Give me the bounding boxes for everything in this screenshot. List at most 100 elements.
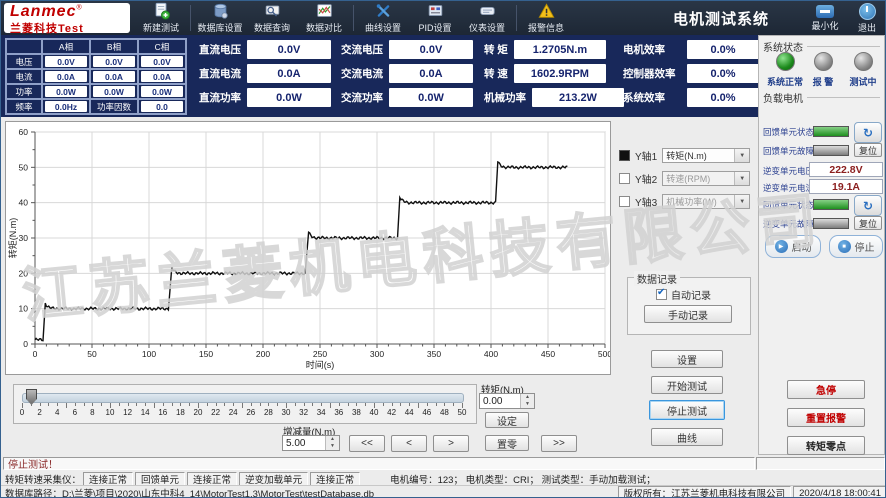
decrease-button[interactable]: < <box>391 435 427 452</box>
y3-checkbox[interactable] <box>619 196 630 207</box>
toolbar-label: 数据库设置 <box>197 23 243 33</box>
new-test-icon <box>155 2 170 20</box>
spinner-arrows-icon[interactable]: ▲ ▼ <box>520 394 534 408</box>
feedback-status-label: 回馈单元状态 <box>763 127 815 137</box>
reset-alarm-button[interactable]: 重置报警 <box>787 408 865 427</box>
torque-slider[interactable] <box>22 389 464 405</box>
datetime: 2020/4/18 18:00:41 <box>793 485 885 497</box>
inverter-current-value: 19.1A <box>809 179 883 194</box>
spinner-arrows-icon[interactable]: ▲ ▼ <box>325 436 339 450</box>
brand-reg: ® <box>76 4 82 12</box>
increase-button[interactable]: > <box>433 435 469 452</box>
data-record-title: 数据记录 <box>634 271 680 286</box>
toolbar-separator <box>190 5 191 31</box>
value: 0.0 <box>141 101 183 112</box>
curve-button[interactable]: 曲线 <box>651 428 723 446</box>
minimize-icon <box>816 5 834 18</box>
start-test-button[interactable]: 开始测试 <box>651 376 723 394</box>
dc-measurements: 直流电压 0.0V 直流电流 0.0A 直流功率 0.0W <box>199 40 331 107</box>
y2-select[interactable]: 转速(RPM) ▼ <box>662 171 751 186</box>
table-cell: 0.0W <box>42 84 90 99</box>
label: 交流电压 <box>341 44 383 56</box>
three-phase-table: A相 B相 C相 电压 0.0V 0.0V 0.0V 电流 0.0A 0.0A … <box>5 38 187 115</box>
toolbar-separator <box>516 5 517 31</box>
value: 0.0A <box>141 71 183 82</box>
torque-set-label: 转矩(N.m) <box>481 385 524 396</box>
emergency-stop-button[interactable]: 急停 <box>787 380 865 399</box>
start-button[interactable]: ▶ 启动 <box>765 235 821 258</box>
minimize-button[interactable]: 最小化 <box>807 3 843 34</box>
torque-zero-button[interactable]: 转矩零点 <box>787 436 865 455</box>
data-compare-icon <box>316 4 332 17</box>
step-input[interactable] <box>283 436 325 450</box>
toolbar-new-test[interactable]: 新建测试 <box>135 1 187 35</box>
motor-info: 电机编号：123； 电机类型：CRI； 测试类型：手动加载测试； <box>390 474 656 486</box>
svg-text:400: 400 <box>484 349 498 359</box>
row-header: 电压 <box>6 54 42 69</box>
measurement-strip: A相 B相 C相 电压 0.0V 0.0V 0.0V 电流 0.0A 0.0A … <box>1 35 759 117</box>
slider-tick-labels: 0 2 4 6 8 10 12 14 16 18 20 22 24 26 28 30 32 34 36 38 40 42 4… <box>19 408 467 417</box>
exit-button[interactable]: 退出 <box>849 3 885 34</box>
reset-round-button-2[interactable]: ↻ <box>854 195 882 216</box>
svg-text:转矩(N.m): 转矩(N.m) <box>7 218 18 259</box>
ac-measurements: 交流电压 0.0V 交流电流 0.0A 交流功率 0.0W <box>341 40 473 107</box>
reset-button-1[interactable]: 复位 <box>854 143 882 157</box>
dc-current-value: 0.0A <box>247 64 331 83</box>
y3-select[interactable]: 机械功率(W) ▼ <box>662 194 751 209</box>
inverter-fault-label: 逆变单元故障 <box>763 219 815 229</box>
svg-text:20: 20 <box>19 268 29 278</box>
chevron-down-icon: ▼ <box>734 172 750 185</box>
inverter-unit-label: 逆变加载单元 <box>239 471 309 486</box>
value: 0.0W <box>93 86 135 97</box>
fast-increase-button[interactable]: >> <box>541 435 577 452</box>
stop-test-button[interactable]: 停止测试 <box>649 400 725 420</box>
label: 直流电流 <box>199 68 241 80</box>
power-icon <box>858 3 876 20</box>
toolbar-data-query[interactable]: 数据查询 <box>246 1 298 35</box>
reset-button-2[interactable]: 复位 <box>854 216 882 230</box>
y2-label: Y轴2 <box>635 175 658 186</box>
stop-button[interactable]: ■ 停止 <box>829 235 883 258</box>
toolbar-pid-settings[interactable]: PID设置 <box>409 1 461 35</box>
zero-button[interactable]: 置零 <box>485 435 529 451</box>
label: 直流功率 <box>199 92 241 104</box>
torque-set-spinner[interactable]: ▲▼ <box>479 393 535 409</box>
step-spinner[interactable]: ▲▼ <box>282 435 340 451</box>
torque-set-input[interactable] <box>480 394 520 408</box>
svg-text:150: 150 <box>199 349 213 359</box>
settings-button[interactable]: 设置 <box>651 350 723 368</box>
row-header: 功率 <box>6 84 42 99</box>
label: 电机效率 <box>623 44 665 56</box>
toolbar-meter-settings[interactable]: 仪表设置 <box>461 1 513 35</box>
svg-text:10: 10 <box>19 304 29 314</box>
y2-checkbox[interactable] <box>619 173 630 184</box>
toolbar-curve-settings[interactable]: 曲线设置 <box>357 1 409 35</box>
label: 系统效率 <box>623 92 665 104</box>
stop-icon: ■ <box>837 240 851 253</box>
led-system-normal: 系统正常 <box>765 52 805 88</box>
toolbar-alarm-info[interactable]: 报警信息 <box>520 1 572 35</box>
toolbar-database-settings[interactable]: 数据库设置 <box>194 1 246 35</box>
label: 交流电流 <box>341 68 383 80</box>
feedback-fault-label: 回馈单元故障 <box>763 146 815 156</box>
auto-record-row: 自动记录 <box>656 287 711 302</box>
auto-record-checkbox[interactable] <box>656 287 667 300</box>
fast-decrease-button[interactable]: << <box>349 435 385 452</box>
status-row-path: 数据库路径： D:\兰菱\项目\2020\山东中科4_14\MotorTest1… <box>1 485 885 497</box>
label: 转 速 <box>484 68 508 80</box>
manual-record-button[interactable]: 手动记录 <box>644 305 732 323</box>
y1-select[interactable]: 转矩(N.m) ▼ <box>662 148 751 163</box>
set-button[interactable]: 设定 <box>485 412 529 428</box>
svg-text:300: 300 <box>370 349 384 359</box>
table-cell: 0.0A <box>90 69 138 84</box>
toolbar-data-compare[interactable]: 数据对比 <box>298 1 350 35</box>
status-row-connections: 转矩转速采集仪： 连接正常 回馈单元 连接正常 逆变加载单元 连接正常 电机编号… <box>1 471 885 486</box>
svg-text:0: 0 <box>23 339 28 349</box>
slider-ticks <box>22 403 463 408</box>
toolbar-label: 仪表设置 <box>468 23 505 33</box>
toolbar-label: PID设置 <box>418 23 452 33</box>
meter-settings-icon <box>479 6 495 16</box>
pid-settings-icon <box>428 5 442 16</box>
reset-round-button-1[interactable]: ↻ <box>854 122 882 143</box>
